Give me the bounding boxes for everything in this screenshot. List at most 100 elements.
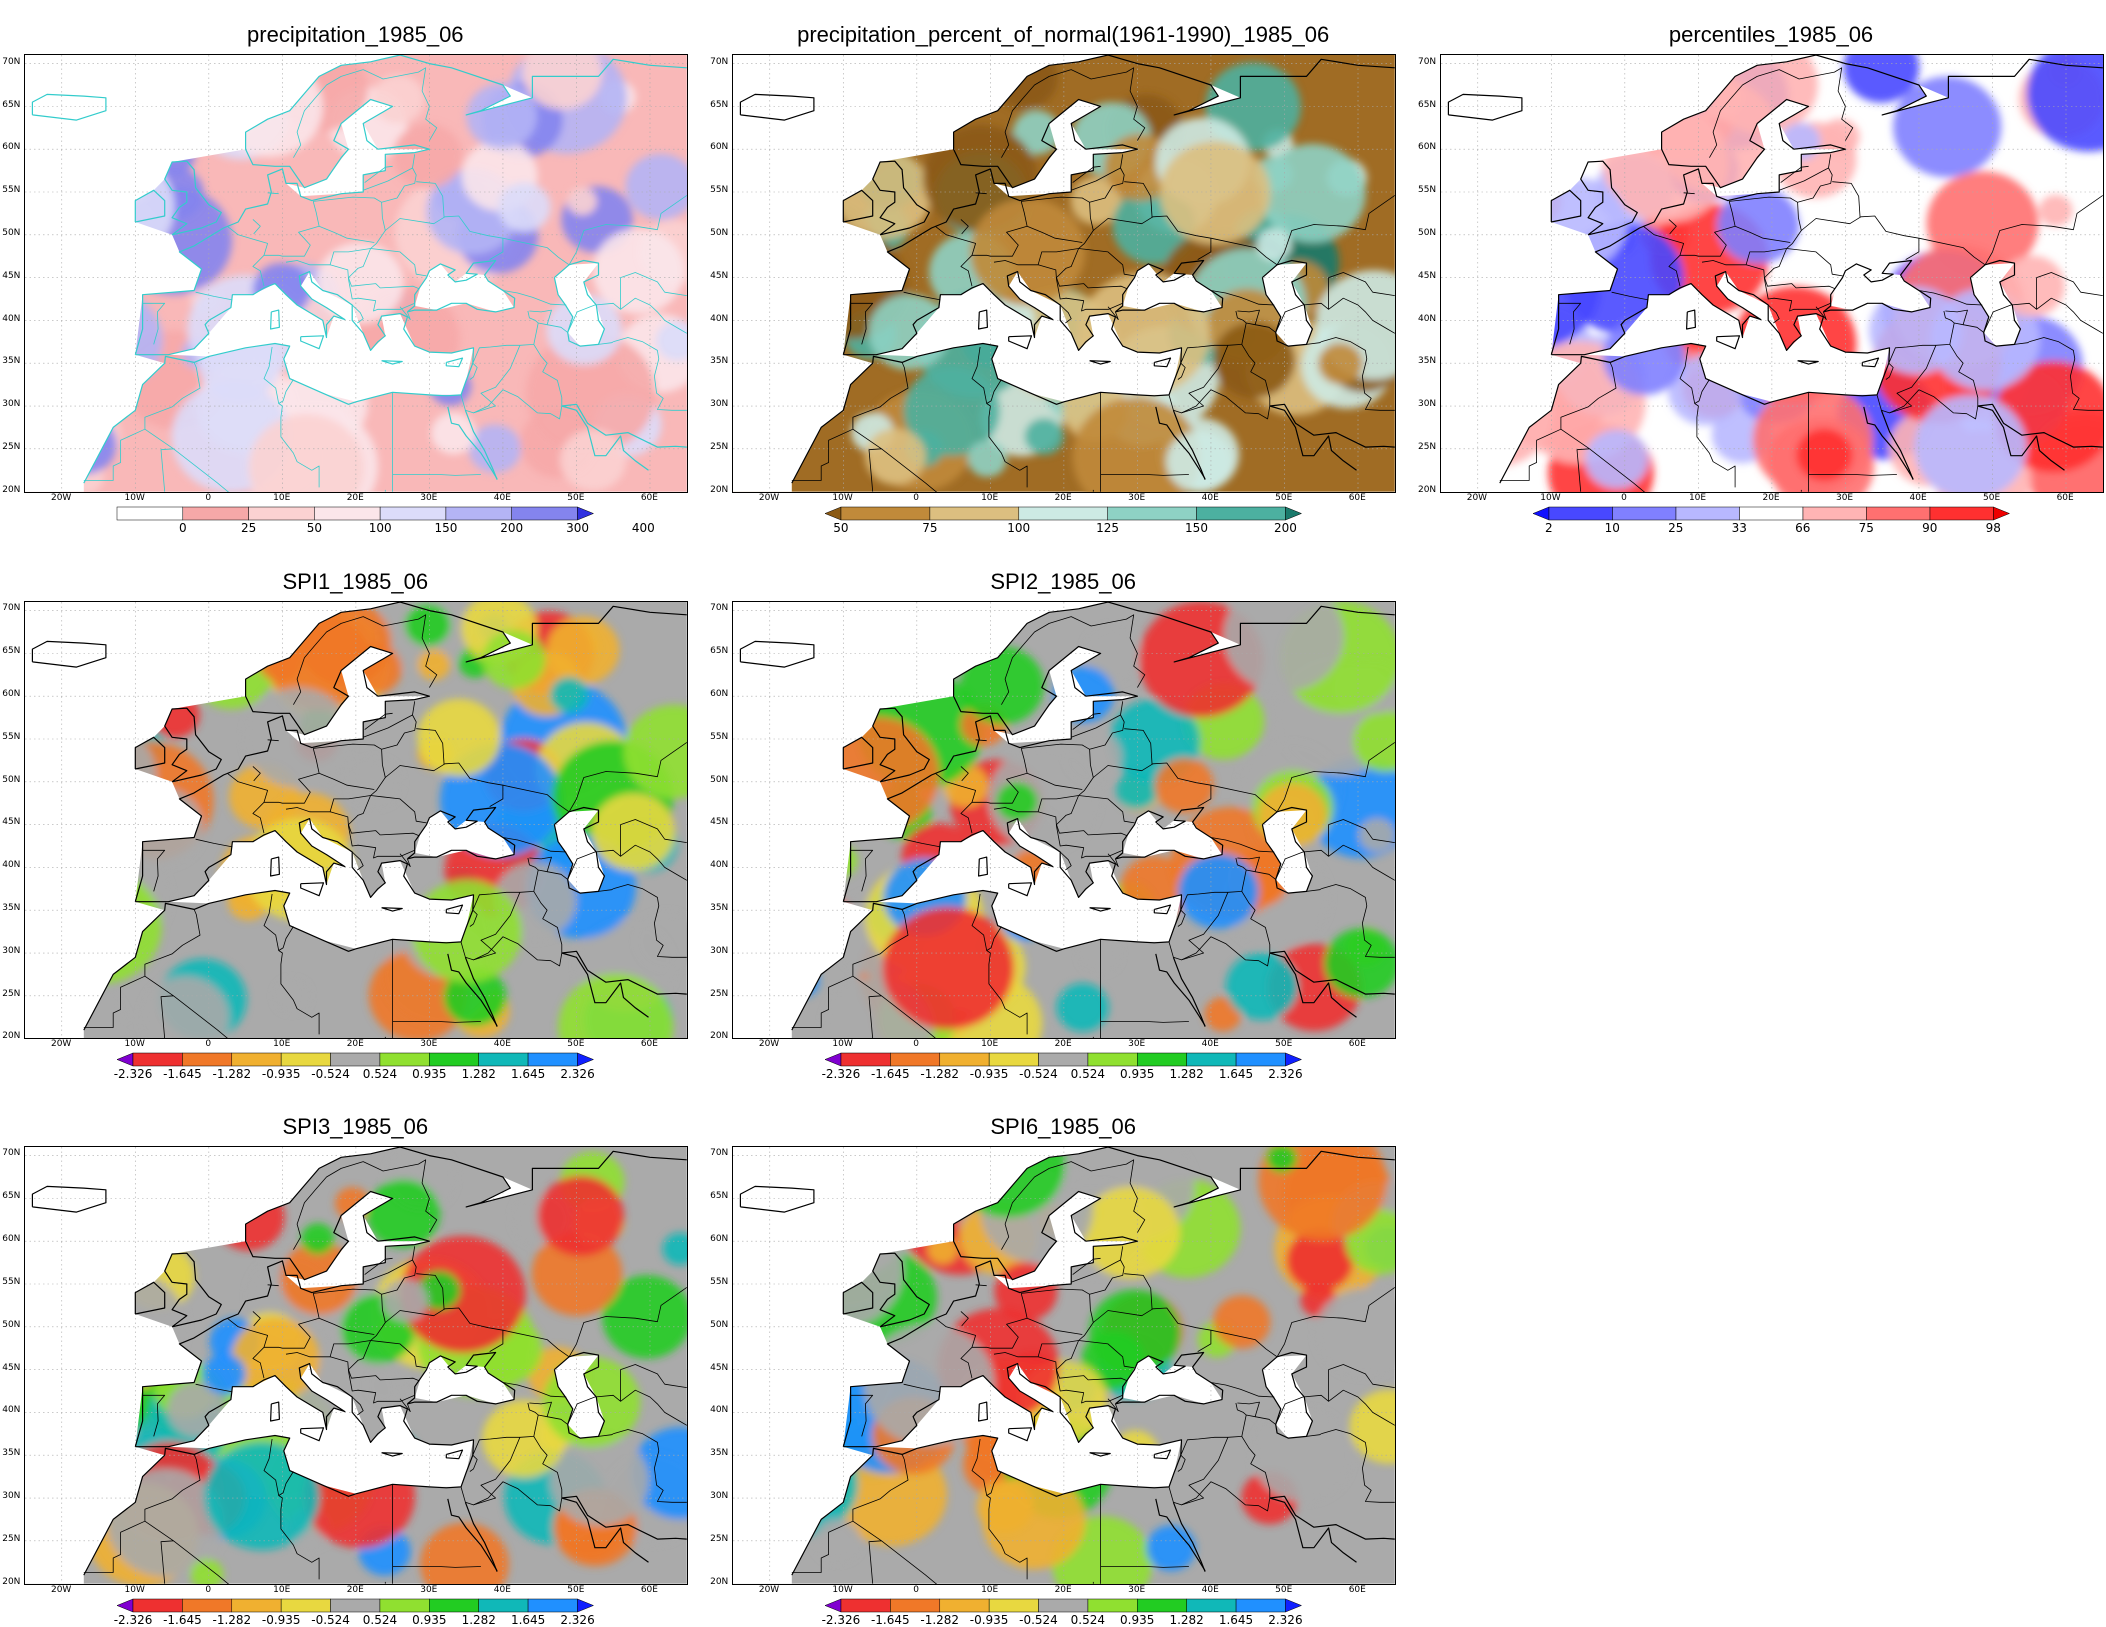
graticule xyxy=(25,55,688,492)
field-patch xyxy=(567,187,598,216)
sea-mask xyxy=(168,1363,474,1494)
colorbar-segment xyxy=(1929,506,1994,521)
sea-mask xyxy=(1122,1355,1223,1404)
field-patch xyxy=(1286,1229,1354,1292)
lat-tick-label: 55N xyxy=(2,185,21,196)
colorbar-segment xyxy=(1235,1053,1286,1067)
lat-tick-label: 70N xyxy=(710,603,729,614)
field-patch xyxy=(2027,55,2103,152)
lat-tick-label: 60N xyxy=(710,688,729,699)
colorbar-segment xyxy=(1107,506,1197,521)
lon-tick-label: 20W xyxy=(50,492,72,503)
colorbar-tick-label: 200 xyxy=(1273,520,1297,535)
map-plot-area xyxy=(732,1145,1397,1585)
colorbar-segment xyxy=(182,506,249,521)
sea-mask xyxy=(1174,631,1241,662)
lon-tick-label: 40E xyxy=(493,492,511,503)
lon-tick-label: 0 xyxy=(205,492,212,503)
lon-tick-label: 40E xyxy=(1201,1039,1219,1050)
colorbar-segment xyxy=(379,1598,430,1612)
sea-mask xyxy=(415,264,515,313)
sea-mask xyxy=(286,646,430,744)
lat-tick-label: 55N xyxy=(710,185,729,196)
field-patch xyxy=(550,1434,650,1527)
coastlines xyxy=(1447,55,2103,484)
sea-mask xyxy=(733,601,1109,1039)
map-plot-area xyxy=(732,54,1397,493)
sea-mask xyxy=(554,1354,605,1438)
lon-tick-label: 60E xyxy=(1348,1584,1366,1595)
graticule xyxy=(1441,55,2103,492)
lon-tick-label: 10E xyxy=(273,492,291,503)
colorbar-segment xyxy=(182,1053,233,1067)
colorbar-segment xyxy=(379,1053,430,1067)
sea-mask xyxy=(1122,810,1223,859)
lat-tick-label: 35N xyxy=(710,902,729,913)
field-patch xyxy=(1116,770,1159,810)
colorbar-segment xyxy=(1235,1598,1286,1612)
colorbar-tick-label: 1.282 xyxy=(461,1067,496,1082)
field-patch xyxy=(366,1367,405,1403)
lat-tick-label: 30N xyxy=(2,399,21,410)
field-patch xyxy=(1999,255,2065,317)
lat-tick-label: 65N xyxy=(710,1191,729,1202)
lon-tick-label: 20W xyxy=(758,1039,780,1050)
lat-tick-label: 40N xyxy=(710,860,729,871)
map-plot-area xyxy=(24,1145,689,1585)
field-patch xyxy=(592,793,676,871)
map-title: SPI2_1985_06 xyxy=(990,568,1136,594)
colorbar-segment xyxy=(248,506,315,521)
colorbar-tick-label: -1.645 xyxy=(163,1067,202,1082)
field-patch xyxy=(982,1473,1086,1570)
colorbar-arrow-left xyxy=(1532,506,1550,521)
colorbar xyxy=(116,1598,595,1612)
colorbar-segment xyxy=(1612,506,1677,521)
colorbar-tick-label: -1.645 xyxy=(870,1067,910,1082)
lat-tick-label: 25N xyxy=(2,988,21,999)
lat-tick-label: 70N xyxy=(2,56,21,67)
field-patch xyxy=(405,603,452,647)
field-patch xyxy=(1084,626,1143,681)
colorbar-segment xyxy=(330,1053,381,1067)
colorbar-tick-label: 200 xyxy=(500,520,524,535)
colorbar-tick-label: 0.524 xyxy=(362,1067,398,1082)
map-svg xyxy=(25,601,688,1039)
colorbar-tick-label: 2 xyxy=(1544,520,1553,535)
sea-mask xyxy=(286,1191,430,1289)
coastlines xyxy=(740,55,1396,484)
lat-tick-label: 65N xyxy=(1417,99,1437,110)
lon-tick-label: 40E xyxy=(1909,492,1927,503)
colorbar-segment xyxy=(1038,1053,1089,1067)
lat-tick-label: 35N xyxy=(2,902,21,913)
lon-tick-label: 10W xyxy=(124,1584,145,1595)
lat-tick-label: 65N xyxy=(710,646,729,657)
map-svg xyxy=(733,601,1396,1039)
sea-mask xyxy=(25,55,401,492)
field-patch xyxy=(1316,1287,1396,1376)
colorbar-segment xyxy=(1739,506,1804,521)
field-patch xyxy=(1585,430,1649,489)
field-patch xyxy=(537,1175,625,1257)
sea-mask xyxy=(994,1191,1138,1289)
colorbar-tick-label: 90 xyxy=(1922,520,1938,535)
sea-mask xyxy=(733,1146,1109,1584)
colorbar-segment xyxy=(1802,506,1867,521)
lon-tick-label: 50E xyxy=(1275,1039,1293,1050)
field-patch xyxy=(882,906,1015,1030)
lon-tick-label: 0 xyxy=(205,1039,212,1050)
colorbar-tick-label: 66 xyxy=(1795,520,1811,535)
field-patch xyxy=(996,781,1039,821)
sea-mask xyxy=(168,271,474,403)
lat-tick-label: 60N xyxy=(2,688,21,699)
field-patch xyxy=(1204,996,1242,1032)
colorbar-segment xyxy=(988,1598,1039,1612)
lat-tick-label: 50N xyxy=(2,228,21,239)
field-patch xyxy=(1258,1146,1387,1241)
lon-tick-label: 20W xyxy=(1466,492,1488,503)
sea-mask xyxy=(1441,55,1817,492)
lon-tick-label: 40E xyxy=(1201,492,1219,503)
colorbar-segment xyxy=(1866,506,1931,521)
colorbar-tick-label: 0.524 xyxy=(1070,1067,1106,1082)
colorbar-segment xyxy=(445,506,512,521)
colorbar-arrow-left xyxy=(116,1053,134,1067)
